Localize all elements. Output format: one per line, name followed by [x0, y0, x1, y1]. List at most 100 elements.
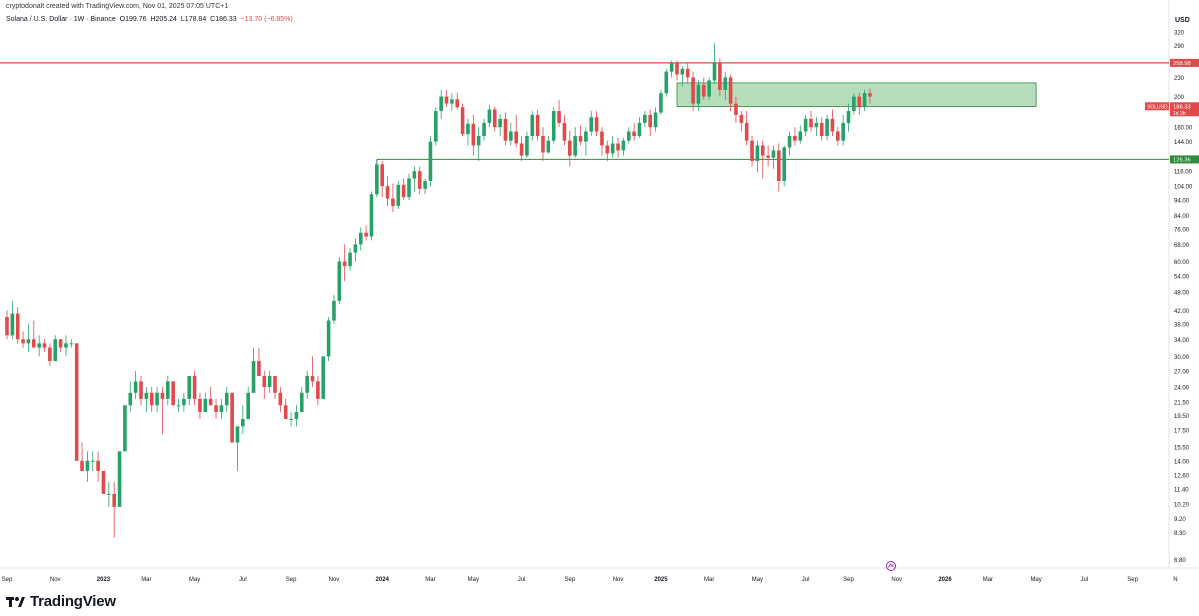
candle-body [632, 131, 636, 136]
candle [632, 122, 636, 141]
y-tick-label: 160.00 [1174, 126, 1193, 132]
candle [182, 392, 186, 412]
candle-body [685, 68, 690, 78]
candle-body [235, 426, 240, 443]
candle-body [401, 184, 406, 198]
candle [589, 111, 594, 136]
candle [369, 191, 374, 241]
candle [42, 339, 47, 352]
candle-body [310, 376, 315, 382]
candle [509, 122, 513, 146]
candle-body [803, 118, 808, 132]
candle [862, 89, 867, 112]
candle [69, 339, 74, 348]
candle [326, 317, 331, 362]
candle-body [675, 63, 679, 75]
candle [685, 63, 690, 84]
candle-body [514, 131, 518, 144]
candle-body [648, 114, 652, 128]
x-tick-label: Jul [802, 577, 810, 583]
y-tick-label: 6.80 [1174, 558, 1186, 564]
y-tick-label: 11.40 [1174, 487, 1189, 493]
candle-body [428, 141, 433, 181]
candle-body [825, 118, 829, 136]
candle-body [332, 300, 336, 321]
candle-body [74, 343, 79, 461]
x-tick-label: May [468, 577, 479, 583]
candle-body [637, 122, 642, 136]
candle-body [101, 470, 106, 494]
candle-body [530, 114, 535, 136]
candle [224, 386, 229, 412]
candle [680, 66, 685, 87]
candle [107, 481, 111, 507]
candle-body [434, 111, 438, 142]
candle [551, 107, 556, 144]
currency-label[interactable]: USD [1175, 17, 1190, 24]
candle [133, 370, 138, 399]
candle [605, 140, 610, 161]
y-tick-label: 8.30 [1174, 531, 1186, 537]
candle-body [348, 252, 352, 267]
candle-body [160, 392, 165, 399]
candle-body [460, 107, 465, 135]
candle-body [471, 123, 476, 146]
y-tick-label: 30.00 [1174, 355, 1190, 361]
y-tick-label: 54.00 [1174, 274, 1190, 280]
x-tick-label: Nov [613, 577, 624, 583]
x-tick-label: Mar [141, 577, 151, 583]
y-tick-label: 17.50 [1174, 429, 1190, 435]
candle-body [289, 418, 293, 420]
candle [562, 114, 567, 146]
candle [428, 135, 433, 187]
demand-zone[interactable] [676, 82, 1037, 107]
candle-body [605, 145, 610, 154]
candle [21, 331, 25, 348]
candle [310, 356, 315, 387]
candle [396, 180, 401, 210]
candle [825, 114, 829, 141]
x-tick-label: Mar [983, 577, 993, 583]
candle [450, 93, 454, 112]
candle [530, 111, 535, 141]
candle [514, 114, 518, 148]
candle-body [584, 131, 588, 142]
candle-body [659, 93, 663, 113]
event-marker-icon[interactable] [886, 561, 896, 571]
candle [283, 398, 288, 419]
candle-body [562, 122, 567, 141]
candle-body [568, 140, 572, 156]
candle-body [535, 114, 540, 136]
y-tick-label: 144.00 [1174, 140, 1193, 146]
candle [573, 127, 577, 158]
y-tick-label: 84.00 [1174, 214, 1190, 220]
candle-body [744, 122, 749, 141]
candle-body [423, 180, 427, 189]
candle [814, 117, 819, 136]
y-tick-label: 230 [1174, 76, 1185, 82]
candle [348, 248, 352, 271]
candle [868, 88, 872, 104]
candle-body [257, 361, 261, 377]
y-tick-label: 290 [1174, 44, 1185, 50]
candle [616, 137, 620, 158]
candle [712, 43, 717, 84]
resistance-price-label-text: 258.98 [1173, 61, 1191, 67]
candle [535, 109, 540, 141]
footer-brand: TradingView [6, 593, 116, 610]
candle-body [669, 63, 674, 72]
candle [771, 145, 776, 169]
candle-body [600, 131, 604, 146]
current-price-bg [1170, 102, 1199, 117]
candle [316, 376, 320, 406]
candle [777, 143, 781, 192]
candle-body [718, 63, 722, 90]
candle [85, 451, 90, 482]
x-tick-label: 2024 [376, 577, 390, 583]
candle [626, 127, 631, 144]
candle [214, 398, 218, 419]
candle [546, 135, 551, 154]
candle [669, 60, 674, 78]
